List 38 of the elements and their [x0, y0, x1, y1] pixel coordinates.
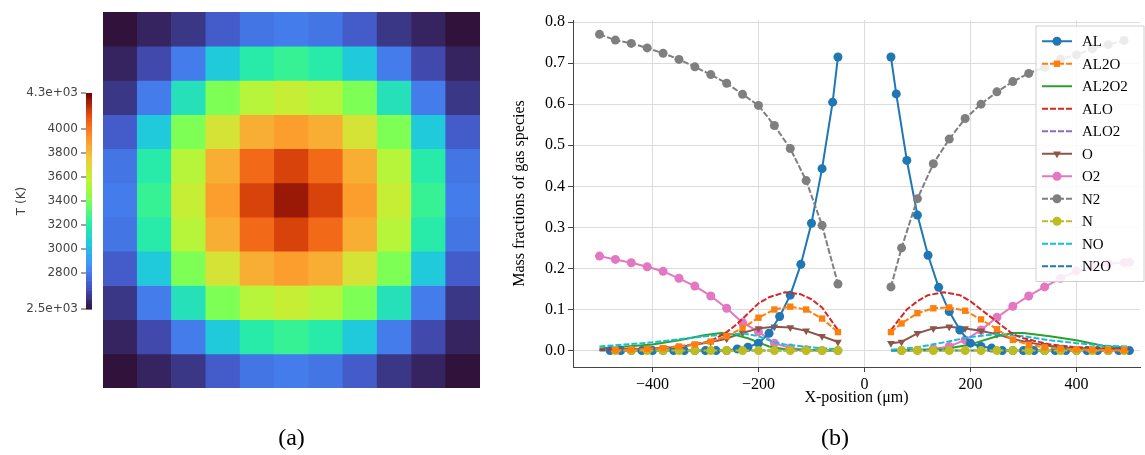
- y-axis-title: Mass fractions of gas species: [509, 100, 528, 287]
- x-tick-label: 400: [1064, 374, 1089, 392]
- y-tick-label: 0.3: [545, 217, 565, 235]
- y-tick-label: 0.1: [545, 299, 565, 317]
- color-bar-label: 2800: [47, 265, 78, 280]
- color-bar-label: 3200: [47, 217, 78, 232]
- legend-label: AL2O2: [1082, 78, 1128, 95]
- color-bar-label: 4000: [47, 121, 78, 136]
- color-bar-label: 2.5e+03: [26, 301, 78, 316]
- legend-label: AL2O: [1082, 55, 1121, 72]
- y-tick-label: 0.4: [545, 176, 565, 194]
- y-tick-label: 0.8: [545, 12, 565, 30]
- text: (b): [821, 424, 849, 450]
- legend-label: NO: [1082, 235, 1104, 252]
- legend-label: N: [1082, 213, 1093, 230]
- color-bar-label: 3600: [47, 169, 78, 184]
- y-tick-label: 0.2: [545, 258, 565, 276]
- y-tick-label: 0.0: [545, 340, 565, 358]
- color-bar-label: 4.3e+03: [26, 85, 78, 100]
- color-bar-title: T (K): [14, 186, 29, 217]
- y-tick-label: 0.5: [545, 135, 565, 153]
- color-bar-label: 3400: [47, 193, 78, 208]
- legend-label: O2: [1082, 168, 1101, 185]
- legend-label: ALO: [1082, 100, 1113, 117]
- x-tick-label: −400: [635, 374, 669, 392]
- text: (a): [278, 424, 305, 450]
- legend-label: N2O: [1082, 258, 1112, 275]
- y-tick-label: 0.7: [545, 53, 565, 71]
- x-tick-label: −200: [741, 374, 775, 392]
- legend-label: ALO2: [1082, 123, 1121, 140]
- legend-label: N2: [1082, 190, 1101, 207]
- color-bar-label: 3800: [47, 145, 78, 160]
- color-bar-label: 3000: [47, 241, 78, 256]
- x-tick-label: 0: [860, 374, 869, 392]
- y-tick-label: 0.6: [545, 94, 565, 112]
- legend-label: AL: [1082, 33, 1102, 50]
- x-tick-label: 200: [958, 374, 983, 392]
- legend-label: O: [1082, 145, 1093, 162]
